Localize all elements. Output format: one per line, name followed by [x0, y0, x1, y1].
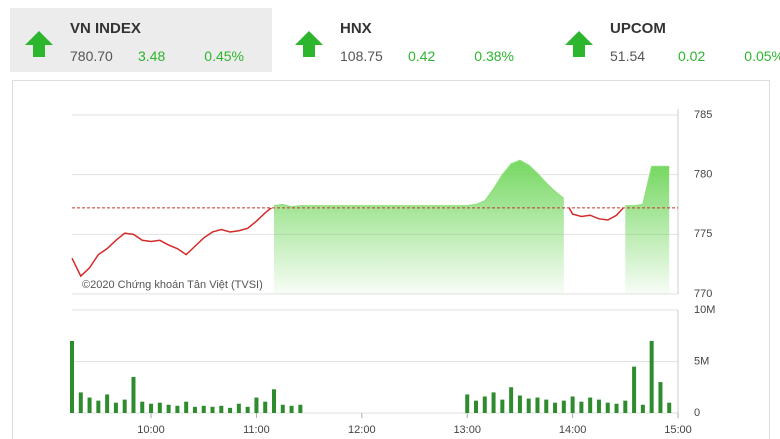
volume-bar: [500, 399, 505, 413]
volume-bar: [228, 407, 233, 413]
volume-bar: [149, 403, 154, 413]
volume-bar: [640, 404, 645, 413]
area-above-reference: [625, 166, 670, 294]
index-bar: VN INDEX 780.70 3.48 0.45% HNX 108.75 0.42 0.38…: [0, 0, 780, 72]
volume-bar: [561, 400, 566, 413]
volume-bar: [623, 400, 628, 413]
volume-bar: [535, 397, 540, 413]
index-card[interactable]: HNX 108.75 0.42 0.38%: [280, 8, 542, 72]
line-above-reference: [625, 165, 670, 207]
volume-bar: [184, 401, 189, 413]
volume-bar: [614, 403, 619, 413]
volume-bar: [96, 400, 101, 413]
index-card[interactable]: VN INDEX 780.70 3.48 0.45%: [10, 8, 272, 72]
volume-bar: [113, 402, 118, 413]
index-percent: 0.38%: [474, 48, 514, 64]
index-percent: 0.45%: [204, 48, 244, 64]
volume-bar: [87, 397, 92, 413]
up-arrow: [295, 31, 323, 57]
volume-bar: [658, 382, 663, 413]
volume-bar: [78, 392, 83, 413]
volume-bar: [517, 395, 522, 413]
annotation: ©2020 Chứng khoán Tân Việt (TVSI): [82, 279, 263, 291]
line-above-reference: [273, 159, 565, 208]
x-tick-label: 12:00: [348, 424, 376, 436]
y-tick-label: 5M: [694, 355, 709, 367]
volume-bar: [526, 398, 531, 413]
index-name: VN INDEX: [70, 20, 141, 37]
volume-bar: [105, 394, 110, 413]
y-tick-label: 785: [694, 109, 712, 121]
y-tick-label: 0: [694, 407, 700, 419]
volume-bar: [175, 405, 180, 413]
index-change: 0.02: [678, 48, 706, 64]
volume-bar: [588, 397, 593, 413]
up-arrow: [565, 31, 593, 57]
up-arrow: [25, 31, 53, 57]
volume-bar: [254, 397, 259, 413]
index-name: HNX: [340, 20, 372, 37]
index-value: 108.75: [340, 48, 383, 64]
volume-bar: [70, 340, 74, 413]
volume-bar: [596, 399, 601, 413]
volume-bar: [491, 392, 496, 413]
volume-bar: [632, 366, 637, 413]
x-tick-label: 13:00: [453, 424, 481, 436]
volume-bar: [140, 401, 145, 413]
volume-bar: [192, 406, 197, 413]
volume-bar: [280, 404, 285, 413]
volume-bar: [482, 396, 487, 413]
index-value: 780.70: [70, 48, 113, 64]
x-tick-label: 11:00: [243, 424, 270, 436]
index-percent: 0.05%: [744, 48, 780, 64]
volume-bar: [157, 402, 162, 413]
volume-bar: [219, 405, 224, 413]
y-tick-label: 775: [694, 228, 712, 240]
volume-bar: [166, 404, 171, 413]
x-tick-label: 15:00: [664, 424, 692, 436]
index-change: 0.42: [408, 48, 436, 64]
area-above-reference: [274, 160, 564, 294]
volume-bar: [210, 406, 215, 413]
volume-bar: [570, 396, 575, 413]
y-tick-label: 780: [694, 169, 712, 181]
volume-bar: [509, 387, 514, 413]
volume-bar: [649, 340, 654, 413]
volume-bar: [245, 406, 250, 413]
price-line: [71, 207, 625, 278]
volume-bar: [605, 402, 610, 413]
x-tick-label: 10:00: [137, 424, 165, 436]
index-card[interactable]: UPCOM 51.54 0.02 0.05%: [550, 8, 780, 72]
volume-bar: [553, 402, 558, 413]
chart-panel: [12, 80, 770, 439]
volume-bar: [131, 376, 136, 413]
index-change: 3.48: [138, 48, 166, 64]
volume-bar: [272, 389, 276, 413]
volume-bar: [201, 405, 206, 413]
volume-bar: [544, 399, 549, 413]
volume-bar: [122, 399, 127, 413]
volume-bar: [298, 404, 303, 413]
y-tick-label: 10M: [694, 304, 715, 316]
volume-bar: [263, 401, 268, 413]
index-name: UPCOM: [610, 20, 666, 37]
volume-bar: [465, 394, 470, 413]
index-value: 51.54: [610, 48, 646, 64]
volume-bar: [474, 400, 478, 413]
volume-bar: [236, 403, 241, 413]
x-tick-label: 14:00: [559, 424, 587, 436]
volume-bar: [667, 402, 672, 413]
y-tick-label: 770: [694, 288, 712, 300]
volume-bar: [579, 401, 584, 413]
volume-bar: [289, 405, 294, 413]
